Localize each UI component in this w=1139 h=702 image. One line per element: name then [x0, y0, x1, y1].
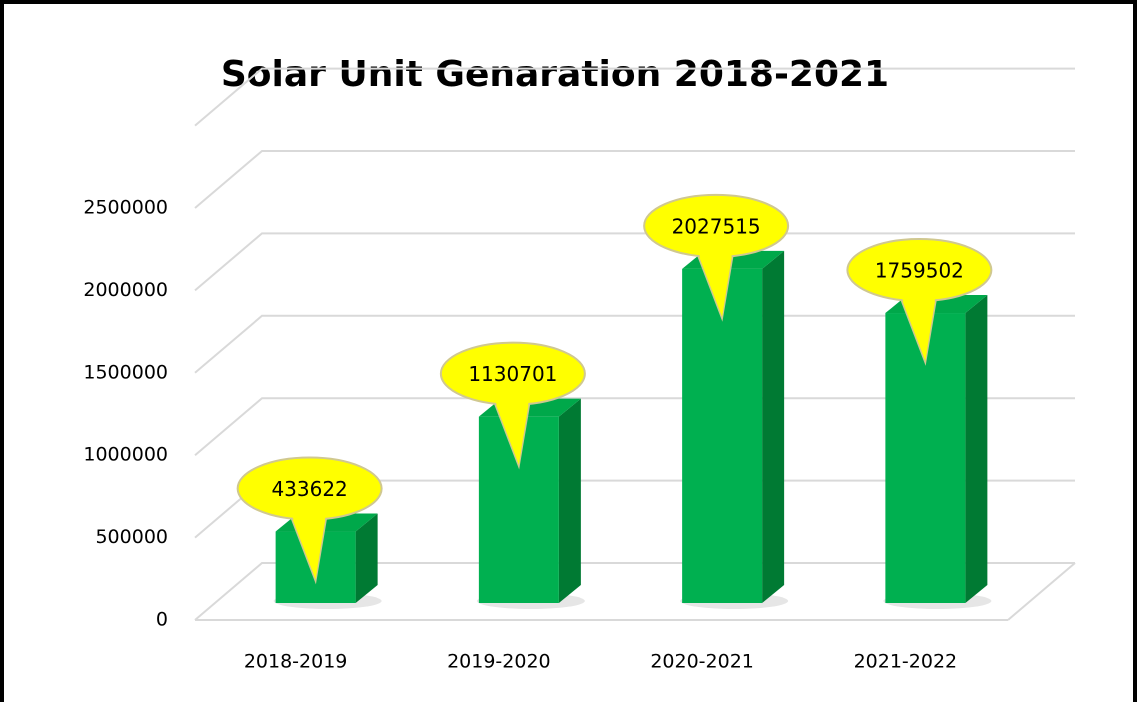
y-tick-label: 2500000 — [83, 197, 168, 219]
bar-side — [762, 250, 785, 603]
label-callout-cover — [491, 391, 530, 465]
bar — [680, 250, 789, 609]
label-callout-cover — [898, 288, 937, 362]
value-label: 2027515 — [672, 214, 761, 238]
bar — [476, 398, 585, 609]
y-tick-label: 2000000 — [83, 279, 168, 301]
grid-line — [194, 314, 1075, 374]
y-tick-label: 1500000 — [83, 361, 168, 383]
y-tick-label: 500000 — [95, 526, 168, 548]
grid-line — [194, 67, 1075, 127]
grid-line — [194, 232, 1075, 292]
y-tick-label: 0 — [156, 609, 168, 631]
bar-side — [355, 513, 378, 603]
label-callout-cover — [695, 243, 734, 317]
floor-side — [1007, 562, 1076, 621]
label-callout-cover — [288, 506, 327, 580]
chart-title: Solar Unit Genaration 2018-2021 — [221, 54, 889, 95]
x-tick-label: 2018-2019 — [244, 651, 348, 673]
grid-line — [194, 397, 1075, 456]
x-tick-label: 2019-2020 — [447, 651, 551, 673]
bar-side — [965, 295, 988, 603]
bar — [883, 295, 992, 609]
x-tick-label: 2021-2022 — [854, 651, 958, 673]
y-tick-label: 1000000 — [83, 444, 168, 466]
grid-line — [194, 562, 1075, 621]
x-tick-label: 2020-2021 — [650, 651, 754, 673]
grid-line — [194, 150, 1075, 209]
value-label: 1130701 — [468, 362, 557, 386]
bar-side — [558, 398, 581, 603]
value-label: 433622 — [271, 477, 347, 501]
bar — [273, 513, 382, 609]
value-label: 1759502 — [875, 259, 964, 283]
bar-front — [682, 268, 763, 603]
